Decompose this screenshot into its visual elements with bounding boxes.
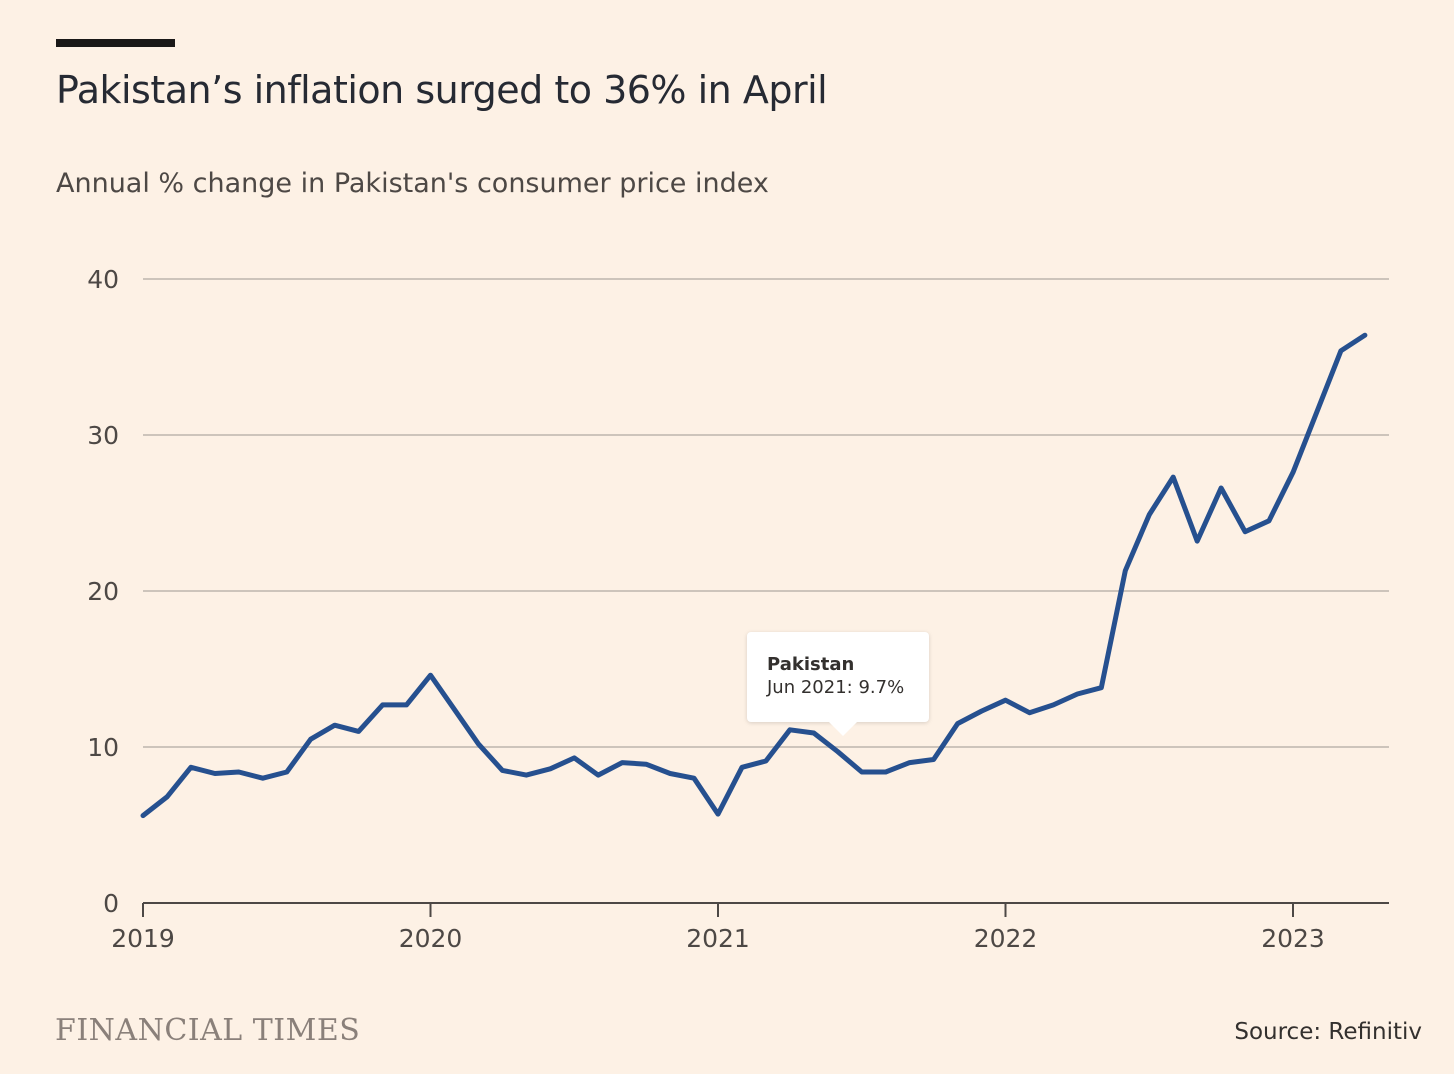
x-tick-label-2021: 2021	[686, 924, 750, 953]
y-tick-label-10: 10	[87, 733, 119, 762]
chart-subtitle: Annual % change in Pakistan's consumer p…	[56, 168, 769, 199]
y-tick-label-0: 0	[103, 889, 119, 918]
data-tooltip: Pakistan Jun 2021: 9.7%	[747, 632, 929, 736]
header-accent-bar	[56, 39, 175, 47]
x-tick-label-2023: 2023	[1261, 924, 1325, 953]
series-line-pakistan	[140, 332, 1368, 819]
x-tick-label-2022: 2022	[974, 924, 1038, 953]
y-tick-label-40: 40	[87, 265, 119, 294]
financial-times-logo: FINANCIAL TIMES	[55, 1013, 361, 1048]
tooltip-series-name: Pakistan	[767, 654, 855, 675]
y-tick-label-30: 30	[87, 421, 119, 450]
source-note: Source: Refinitiv	[1234, 1019, 1422, 1045]
y-tick-label-20: 20	[87, 577, 119, 606]
tooltip-value: Jun 2021: 9.7%	[767, 677, 905, 698]
x-tick-label-2019: 2019	[111, 924, 175, 953]
chart-title: Pakistan’s inflation surged to 36% in Ap…	[56, 68, 828, 112]
x-tick-label-2020: 2020	[399, 924, 463, 953]
